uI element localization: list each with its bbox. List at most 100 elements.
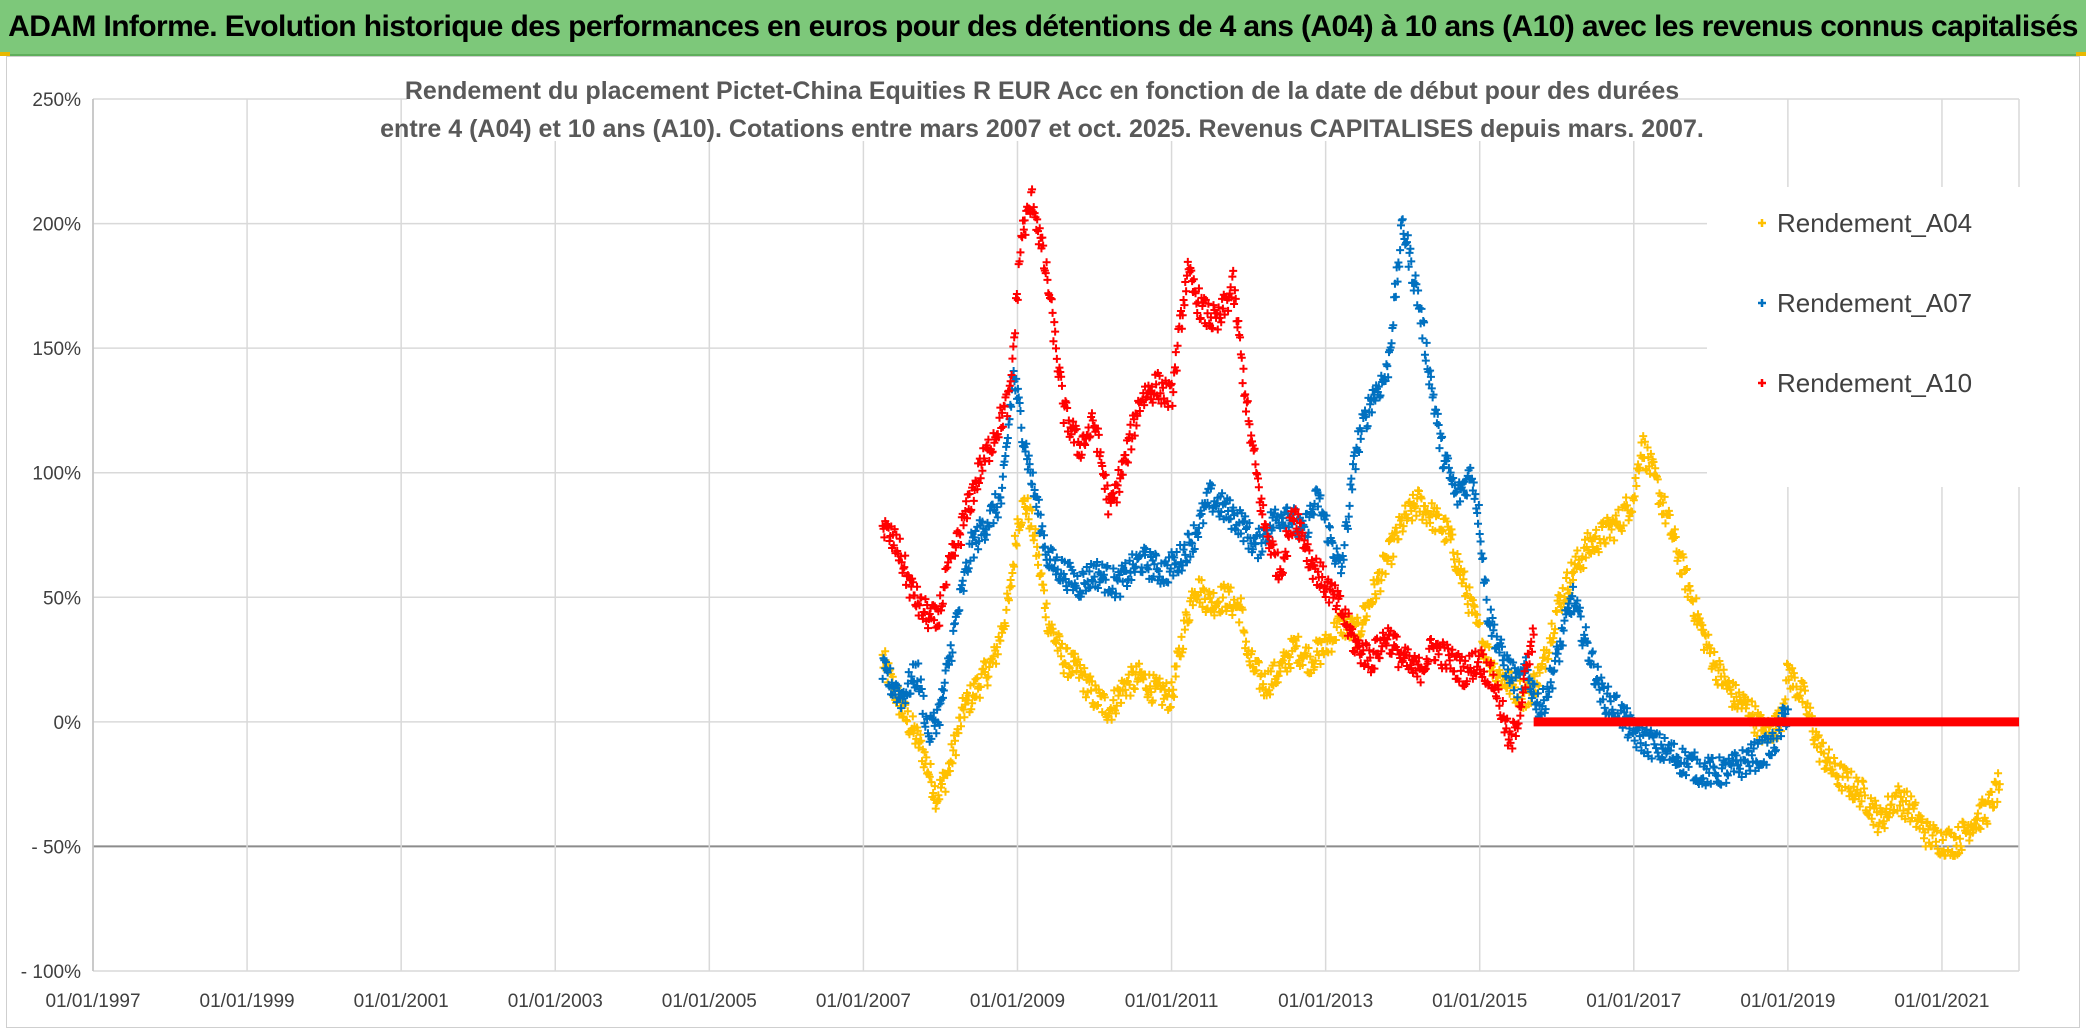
point-rendement-a04 bbox=[1994, 769, 2003, 778]
point-rendement-a04 bbox=[1412, 511, 1421, 520]
point-rendement-a04 bbox=[975, 693, 984, 702]
point-rendement-a04 bbox=[1833, 780, 1842, 789]
point-rendement-a10 bbox=[969, 496, 978, 505]
point-rendement-a10 bbox=[1516, 711, 1525, 720]
point-rendement-a07 bbox=[1111, 589, 1120, 598]
point-rendement-a04 bbox=[1867, 814, 1876, 823]
point-rendement-a04 bbox=[925, 772, 934, 781]
point-rendement-a07 bbox=[992, 503, 1001, 512]
point-rendement-a04 bbox=[1614, 505, 1623, 514]
point-rendement-a07 bbox=[1122, 566, 1131, 575]
point-rendement-a07 bbox=[1085, 567, 1094, 576]
point-rendement-a04 bbox=[1408, 490, 1417, 499]
point-rendement-a10 bbox=[1213, 325, 1222, 334]
point-rendement-a04 bbox=[1130, 684, 1139, 693]
point-rendement-a04 bbox=[1617, 526, 1626, 535]
point-rendement-a07 bbox=[1325, 523, 1334, 532]
point-rendement-a04 bbox=[1417, 494, 1426, 503]
point-rendement-a07 bbox=[1340, 541, 1349, 550]
point-rendement-a10 bbox=[1181, 278, 1190, 287]
point-rendement-a04 bbox=[1001, 621, 1010, 630]
point-rendement-a04 bbox=[1879, 817, 1888, 826]
point-rendement-a04 bbox=[1932, 826, 1941, 835]
point-rendement-a04 bbox=[1803, 699, 1812, 708]
point-rendement-a04 bbox=[1087, 677, 1096, 686]
point-rendement-a04 bbox=[1866, 794, 1875, 803]
point-rendement-a04 bbox=[1976, 824, 1985, 833]
point-rendement-a07 bbox=[1421, 356, 1430, 365]
point-rendement-a10 bbox=[1050, 318, 1059, 327]
point-rendement-a04 bbox=[1027, 522, 1036, 531]
point-rendement-a04 bbox=[1753, 731, 1762, 740]
point-rendement-a07 bbox=[1411, 271, 1420, 280]
point-rendement-a04 bbox=[1250, 667, 1259, 676]
point-rendement-a04 bbox=[1214, 597, 1223, 606]
point-rendement-a07 bbox=[971, 526, 980, 535]
point-rendement-a04 bbox=[1148, 696, 1157, 705]
point-rendement-a04 bbox=[1426, 518, 1435, 527]
point-rendement-a07 bbox=[1225, 496, 1234, 505]
point-rendement-a07 bbox=[945, 652, 954, 661]
point-rendement-a04 bbox=[1530, 672, 1539, 681]
point-rendement-a07 bbox=[997, 499, 1006, 508]
point-rendement-a07 bbox=[1444, 463, 1453, 472]
point-rendement-a07 bbox=[934, 700, 943, 709]
point-rendement-a04 bbox=[1973, 809, 1982, 818]
point-rendement-a07 bbox=[1032, 502, 1041, 511]
point-rendement-a07 bbox=[1028, 480, 1037, 489]
point-rendement-a07 bbox=[1217, 507, 1226, 516]
point-rendement-a04 bbox=[1266, 667, 1275, 676]
point-rendement-a07 bbox=[1422, 338, 1431, 347]
point-rendement-a10 bbox=[1426, 634, 1435, 643]
point-rendement-a04 bbox=[927, 778, 936, 787]
point-rendement-a04 bbox=[1465, 583, 1474, 592]
point-rendement-a04 bbox=[989, 652, 998, 661]
point-rendement-a04 bbox=[935, 795, 944, 804]
point-rendement-a10 bbox=[959, 521, 968, 530]
point-rendement-a04 bbox=[1993, 797, 2002, 806]
point-rendement-a04 bbox=[903, 707, 912, 716]
point-rendement-a07 bbox=[1166, 564, 1175, 573]
point-rendement-a07 bbox=[916, 675, 925, 684]
point-rendement-a04 bbox=[954, 729, 963, 738]
point-rendement-a10 bbox=[1251, 460, 1260, 469]
point-rendement-a07 bbox=[1490, 620, 1499, 629]
point-rendement-a07 bbox=[1180, 540, 1189, 549]
point-rendement-a07 bbox=[935, 721, 944, 730]
point-rendement-a04 bbox=[1049, 628, 1058, 637]
point-rendement-a04 bbox=[984, 672, 993, 681]
y-tick-label: 250% bbox=[32, 90, 81, 111]
point-rendement-a04 bbox=[1034, 560, 1043, 569]
point-rendement-a04 bbox=[1063, 644, 1072, 653]
point-rendement-a04 bbox=[1788, 664, 1797, 673]
point-rendement-a04 bbox=[1012, 541, 1021, 550]
point-rendement-a04 bbox=[1017, 518, 1026, 527]
point-rendement-a04 bbox=[1377, 576, 1386, 585]
point-rendement-a04 bbox=[1547, 619, 1556, 628]
point-rendement-a04 bbox=[1635, 463, 1644, 472]
point-rendement-a04 bbox=[930, 782, 939, 791]
point-rendement-a07 bbox=[1012, 374, 1021, 383]
point-rendement-a04 bbox=[1628, 507, 1637, 516]
point-rendement-a07 bbox=[939, 686, 948, 695]
point-rendement-a07 bbox=[886, 664, 895, 673]
point-rendement-a04 bbox=[1710, 647, 1719, 656]
point-rendement-a04 bbox=[1023, 494, 1032, 503]
point-rendement-a04 bbox=[1735, 688, 1744, 697]
point-rendement-a04 bbox=[1579, 563, 1588, 572]
point-rendement-a04 bbox=[1195, 598, 1204, 607]
point-rendement-a04 bbox=[926, 759, 935, 768]
point-rendement-a04 bbox=[1938, 836, 1947, 845]
point-rendement-a07 bbox=[901, 699, 910, 708]
point-rendement-a04 bbox=[1389, 552, 1398, 561]
y-tick-label: - 50% bbox=[31, 837, 81, 858]
point-rendement-a04 bbox=[1068, 668, 1077, 677]
point-rendement-a04 bbox=[1928, 831, 1937, 840]
point-rendement-a04 bbox=[1792, 682, 1801, 691]
x-tick-label: 01/01/2009 bbox=[970, 991, 1065, 1012]
point-rendement-a04 bbox=[1010, 562, 1019, 571]
point-rendement-a04 bbox=[1601, 539, 1610, 548]
point-rendement-a04 bbox=[1704, 630, 1713, 639]
point-rendement-a04 bbox=[920, 748, 929, 757]
point-rendement-a04 bbox=[1209, 588, 1218, 597]
